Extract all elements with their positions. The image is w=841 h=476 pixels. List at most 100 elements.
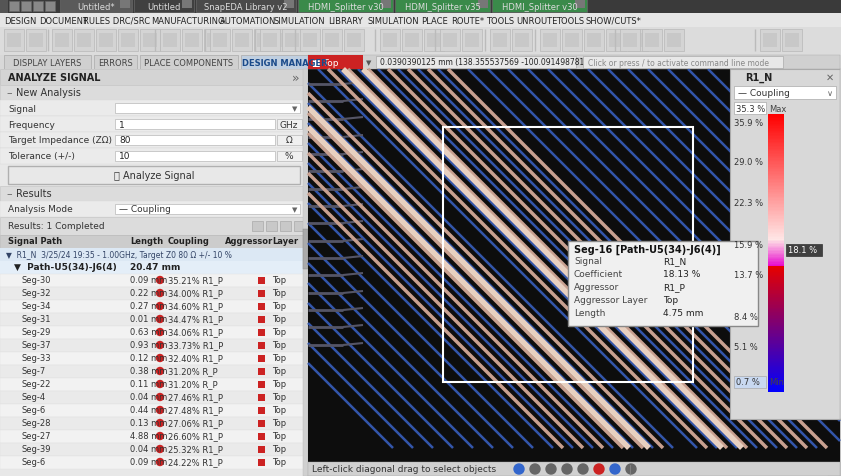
Bar xyxy=(768,290,784,293)
Bar xyxy=(768,387,784,389)
Text: Top: Top xyxy=(272,354,286,363)
Bar xyxy=(7,34,21,48)
Text: ERRORS: ERRORS xyxy=(98,59,133,68)
Bar xyxy=(443,128,693,382)
Text: Frequency: Frequency xyxy=(8,120,55,129)
Bar xyxy=(768,367,784,369)
Bar xyxy=(0,248,308,261)
Text: Length: Length xyxy=(130,237,163,246)
Bar xyxy=(768,308,784,311)
Bar xyxy=(768,338,784,341)
Text: 4.88 mm: 4.88 mm xyxy=(130,432,167,441)
Text: TOOLS: TOOLS xyxy=(486,17,515,25)
Text: SIMULATION: SIMULATION xyxy=(368,17,419,25)
Bar xyxy=(0,339,308,352)
Bar xyxy=(768,309,784,312)
Bar xyxy=(583,57,783,69)
Bar xyxy=(303,70,308,476)
Bar xyxy=(642,30,662,52)
Bar xyxy=(768,118,784,120)
Bar xyxy=(768,142,784,145)
Bar xyxy=(282,30,302,52)
Bar xyxy=(768,377,784,380)
Bar xyxy=(376,57,576,69)
Bar xyxy=(443,34,457,48)
Bar xyxy=(768,194,784,196)
Circle shape xyxy=(156,290,163,297)
Bar xyxy=(768,365,784,367)
Text: 27.46% R1_P: 27.46% R1_P xyxy=(168,393,223,402)
Bar xyxy=(840,70,841,419)
Bar xyxy=(768,380,784,383)
Bar xyxy=(664,30,684,52)
Circle shape xyxy=(156,446,163,453)
Text: 0.13 mm: 0.13 mm xyxy=(130,418,167,427)
Bar xyxy=(322,30,342,52)
Text: ■ Top: ■ Top xyxy=(312,59,338,68)
Bar xyxy=(0,443,308,456)
Bar xyxy=(427,34,441,48)
Bar xyxy=(0,327,308,339)
Bar xyxy=(768,286,784,288)
Bar xyxy=(768,351,784,354)
Circle shape xyxy=(156,355,163,362)
Bar xyxy=(768,131,784,134)
Text: Top: Top xyxy=(663,296,678,305)
Bar xyxy=(0,352,308,365)
Bar xyxy=(768,163,784,166)
Bar xyxy=(213,34,227,48)
Text: DOCUMENT: DOCUMENT xyxy=(39,17,87,25)
Text: Seg-16 [Path-U5(34)-J6(4)]: Seg-16 [Path-U5(34)-J6(4)] xyxy=(574,244,721,255)
Circle shape xyxy=(156,420,163,426)
Text: 31.20% R_P: 31.20% R_P xyxy=(168,367,218,376)
Bar xyxy=(768,367,784,370)
Bar xyxy=(768,376,784,378)
Bar xyxy=(782,30,802,52)
Bar xyxy=(768,225,784,228)
Bar xyxy=(768,381,784,384)
Bar xyxy=(768,256,784,258)
Bar xyxy=(0,236,308,248)
Bar xyxy=(210,30,230,52)
Circle shape xyxy=(156,458,163,466)
Text: 0.93 mm: 0.93 mm xyxy=(130,341,167,350)
Bar xyxy=(383,34,397,48)
Bar xyxy=(763,34,777,48)
Text: — Coupling: — Coupling xyxy=(119,205,171,214)
Bar xyxy=(768,293,784,296)
Bar xyxy=(768,229,784,232)
Text: DESIGN MANAGER: DESIGN MANAGER xyxy=(241,59,327,68)
Bar xyxy=(258,342,265,349)
Bar xyxy=(768,165,784,167)
Bar xyxy=(96,30,116,52)
Bar xyxy=(768,205,784,207)
Bar xyxy=(768,372,784,374)
Bar xyxy=(134,0,194,13)
Bar xyxy=(768,166,784,169)
Bar xyxy=(768,126,784,128)
Bar xyxy=(760,30,780,52)
Text: Top: Top xyxy=(272,341,286,350)
Bar xyxy=(277,152,302,162)
Text: 0.01 mm: 0.01 mm xyxy=(130,315,167,324)
Circle shape xyxy=(156,329,163,336)
Text: 22.3 %: 22.3 % xyxy=(734,198,763,208)
Bar xyxy=(768,346,784,348)
Bar xyxy=(768,134,784,137)
Bar xyxy=(55,34,69,48)
Text: 0.11 mm: 0.11 mm xyxy=(130,380,167,389)
Bar xyxy=(768,315,784,317)
Text: 13.7 %: 13.7 % xyxy=(734,270,764,279)
Text: 35.9 %: 35.9 % xyxy=(734,119,763,128)
Bar xyxy=(768,268,784,270)
Bar xyxy=(0,101,308,117)
Bar xyxy=(26,30,46,52)
Bar xyxy=(252,221,263,231)
Bar xyxy=(768,221,784,224)
Bar xyxy=(266,221,277,231)
Bar xyxy=(768,198,784,200)
Bar xyxy=(185,34,199,48)
Bar xyxy=(276,30,296,52)
Bar xyxy=(254,30,274,52)
Text: 26.60% R1_P: 26.60% R1_P xyxy=(168,432,223,441)
